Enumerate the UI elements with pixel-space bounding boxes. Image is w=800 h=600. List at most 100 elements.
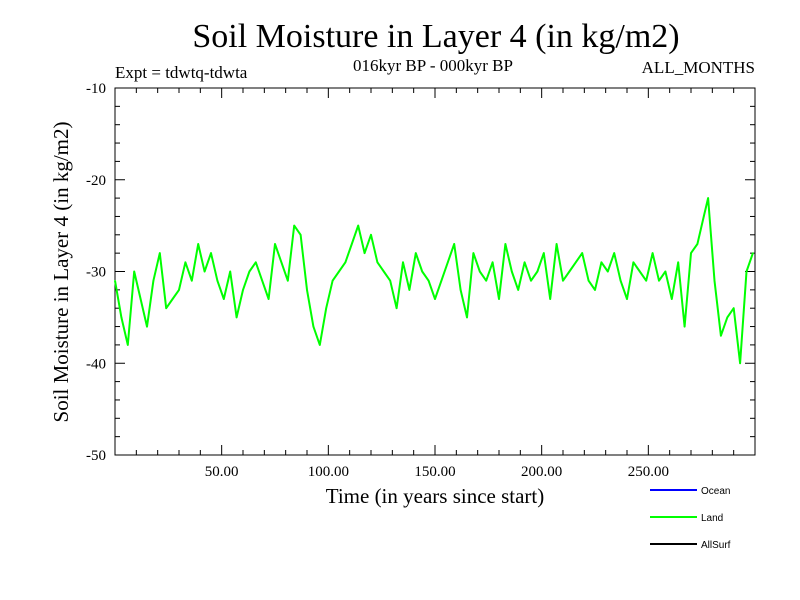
data-point <box>229 271 231 273</box>
data-point <box>428 280 430 282</box>
data-point <box>607 271 609 273</box>
data-point <box>645 280 647 282</box>
data-point <box>727 317 729 319</box>
data-point <box>306 289 308 291</box>
chart-subtitle: 016kyr BP - 000kyr BP <box>353 56 513 75</box>
data-point <box>517 289 519 291</box>
data-point <box>236 317 238 319</box>
legend-label-land: Land <box>701 513 723 524</box>
chart-title: Soil Moisture in Layer 4 (in kg/m2) <box>192 18 679 55</box>
x-tick-label: 200.00 <box>521 464 562 480</box>
data-point <box>671 298 673 300</box>
data-point <box>562 280 564 282</box>
data-point <box>242 289 244 291</box>
x-axis-label: Time (in years since start) <box>326 484 545 508</box>
y-tick-label: -20 <box>86 173 106 189</box>
data-point <box>613 252 615 254</box>
data-point <box>453 243 455 245</box>
data-point <box>261 280 263 282</box>
data-point <box>223 298 225 300</box>
series-line-land <box>115 198 753 363</box>
data-point <box>739 363 741 365</box>
data-point <box>466 317 468 319</box>
data-point <box>556 243 558 245</box>
data-point <box>249 271 251 273</box>
data-point <box>364 252 366 254</box>
data-point <box>121 317 123 319</box>
data-point <box>204 271 206 273</box>
data-point <box>133 271 135 273</box>
data-point <box>594 289 596 291</box>
data-point <box>530 280 532 282</box>
data-point <box>537 271 539 273</box>
data-point <box>313 326 315 328</box>
data-point <box>300 234 302 236</box>
data-point <box>626 298 628 300</box>
data-point <box>402 262 404 264</box>
y-axis-label: Soil Moisture in Layer 4 (in kg/m2) <box>49 122 73 423</box>
data-point <box>345 262 347 264</box>
plot-frame <box>115 88 755 455</box>
data-point <box>733 307 735 309</box>
data-point <box>752 252 754 254</box>
data-point <box>707 197 709 199</box>
data-point <box>543 252 545 254</box>
data-point <box>473 252 475 254</box>
y-tick-labels: -10 -20 -30 -40 -50 <box>86 81 106 464</box>
data-point <box>146 326 148 328</box>
data-point <box>319 344 321 346</box>
y-tick-label: -30 <box>86 265 106 281</box>
data-point <box>479 271 481 273</box>
data-point <box>178 289 180 291</box>
months-label: ALL_MONTHS <box>642 58 755 77</box>
data-point <box>396 307 398 309</box>
data-point <box>498 298 500 300</box>
x-tick-label: 100.00 <box>308 464 349 480</box>
data-point <box>332 280 334 282</box>
data-point <box>485 280 487 282</box>
data-point <box>569 271 571 273</box>
data-point <box>140 298 142 300</box>
axis-ticks <box>115 88 755 455</box>
data-point <box>684 326 686 328</box>
data-point <box>325 307 327 309</box>
data-point <box>185 262 187 264</box>
data-point <box>409 289 411 291</box>
data-point <box>281 262 283 264</box>
data-point <box>524 262 526 264</box>
data-point <box>153 280 155 282</box>
series-layer <box>114 197 754 364</box>
data-point <box>639 271 641 273</box>
data-point <box>217 280 219 282</box>
data-point <box>197 243 199 245</box>
data-point <box>441 280 443 282</box>
data-point <box>287 280 289 282</box>
data-point <box>720 335 722 337</box>
y-tick-label: -10 <box>86 81 106 97</box>
data-point <box>746 271 748 273</box>
data-point <box>511 271 513 273</box>
data-point <box>172 298 174 300</box>
data-point <box>690 252 692 254</box>
data-point <box>505 243 507 245</box>
data-point <box>191 280 193 282</box>
data-point <box>601 262 603 264</box>
data-point <box>415 252 417 254</box>
data-point <box>159 252 161 254</box>
data-point <box>697 243 699 245</box>
data-point <box>658 280 660 282</box>
x-tick-label: 50.00 <box>205 464 239 480</box>
data-point <box>677 262 679 264</box>
data-point <box>268 298 270 300</box>
data-point <box>620 280 622 282</box>
data-point <box>351 243 353 245</box>
data-point <box>633 262 635 264</box>
data-point <box>447 262 449 264</box>
data-point <box>581 252 583 254</box>
data-point <box>652 252 654 254</box>
legend-label-ocean: Ocean <box>701 486 730 497</box>
data-point <box>714 280 716 282</box>
data-point <box>127 344 129 346</box>
data-point <box>293 225 295 227</box>
data-point <box>549 298 551 300</box>
